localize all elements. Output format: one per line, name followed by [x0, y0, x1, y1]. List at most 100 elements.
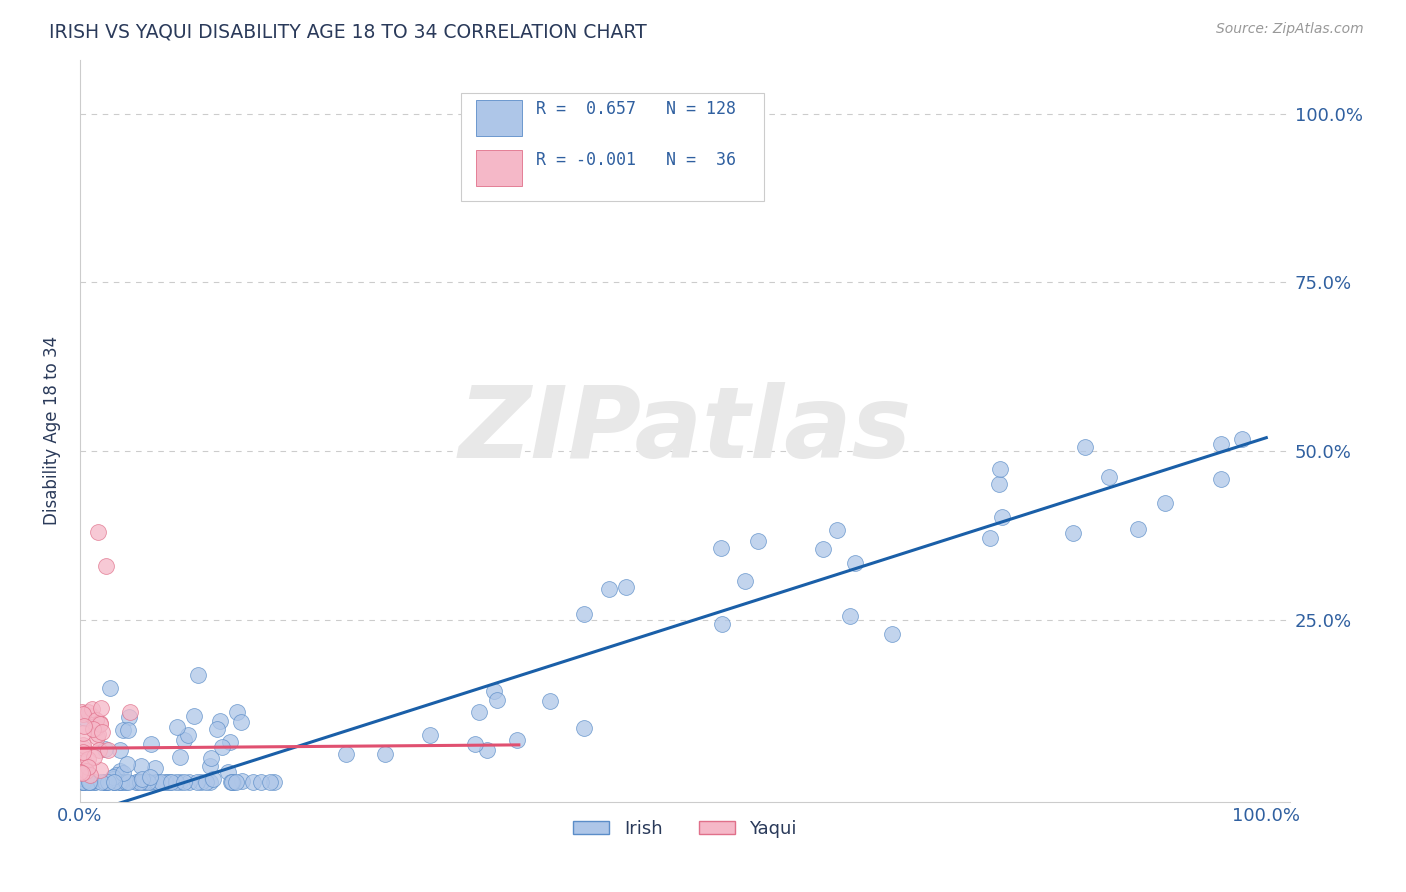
Point — [110, 764, 132, 779]
Point — [838, 608, 860, 623]
Point — [183, 709, 205, 723]
Point — [77, 775, 100, 789]
Point — [72, 775, 94, 789]
Point — [103, 770, 125, 784]
Point — [94, 775, 117, 789]
Point — [1126, 523, 1149, 537]
Point — [198, 775, 221, 789]
Point — [150, 775, 173, 789]
Point — [86, 726, 108, 740]
Text: ZIPatlas: ZIPatlas — [458, 383, 911, 479]
Point — [882, 627, 904, 641]
Point — [572, 721, 595, 735]
Point — [202, 772, 225, 786]
Point — [211, 739, 233, 754]
Point — [249, 775, 271, 789]
Point — [187, 668, 209, 682]
Point — [97, 775, 120, 789]
Point — [94, 775, 117, 789]
Point — [72, 775, 94, 789]
Point — [131, 772, 153, 786]
Point — [198, 758, 221, 772]
Point — [614, 580, 637, 594]
Point — [225, 775, 247, 789]
Point — [76, 705, 98, 719]
Point — [76, 759, 98, 773]
Legend: Irish, Yaqui: Irish, Yaqui — [567, 813, 804, 846]
Point — [169, 775, 191, 789]
Point — [112, 775, 135, 789]
Point — [419, 728, 441, 742]
Point — [98, 681, 121, 696]
Point — [110, 775, 132, 789]
Point — [82, 722, 104, 736]
Point — [72, 775, 94, 789]
Point — [1074, 440, 1097, 454]
Point — [103, 775, 125, 789]
Point — [146, 775, 169, 789]
Point — [103, 775, 125, 789]
Point — [96, 775, 118, 789]
Point — [139, 775, 162, 789]
Point — [825, 523, 848, 537]
Point — [101, 772, 124, 786]
Point — [231, 773, 253, 788]
Point — [108, 775, 131, 789]
Point — [72, 745, 94, 759]
Point — [464, 737, 486, 751]
Point — [139, 770, 162, 784]
Point — [710, 617, 733, 632]
Point — [177, 775, 200, 789]
Point — [77, 775, 100, 789]
Point — [221, 775, 243, 789]
FancyBboxPatch shape — [475, 150, 522, 186]
Point — [747, 534, 769, 549]
Point — [572, 607, 595, 621]
Point — [115, 756, 138, 771]
Point — [89, 743, 111, 757]
Point — [94, 742, 117, 756]
Point — [125, 775, 148, 789]
Point — [1154, 496, 1177, 510]
Point — [103, 775, 125, 789]
Point — [117, 774, 139, 789]
Point — [844, 557, 866, 571]
Point — [75, 764, 97, 778]
Point — [94, 558, 117, 573]
Point — [159, 775, 181, 789]
Point — [165, 775, 187, 789]
Point — [73, 765, 96, 780]
Point — [72, 765, 94, 780]
Point — [153, 775, 176, 789]
Point — [988, 476, 1011, 491]
Point — [89, 763, 111, 777]
Point — [89, 716, 111, 731]
Point — [72, 775, 94, 789]
Point — [72, 725, 94, 739]
Point — [90, 775, 112, 789]
Point — [710, 541, 733, 555]
Point — [134, 775, 156, 789]
Point — [141, 737, 163, 751]
Point — [96, 775, 118, 789]
Point — [128, 775, 150, 789]
Point — [335, 747, 357, 761]
Point — [111, 723, 134, 737]
Point — [468, 705, 491, 719]
Point — [200, 751, 222, 765]
Point — [169, 750, 191, 764]
Point — [125, 775, 148, 789]
Point — [72, 718, 94, 732]
Point — [506, 733, 529, 747]
Point — [90, 725, 112, 739]
Point — [194, 775, 217, 789]
Point — [1211, 472, 1233, 486]
Point — [263, 775, 285, 789]
Point — [83, 775, 105, 789]
Point — [97, 743, 120, 757]
Point — [84, 721, 107, 735]
Point — [70, 771, 93, 785]
Point — [75, 711, 97, 725]
Point — [173, 775, 195, 789]
Point — [136, 775, 159, 789]
